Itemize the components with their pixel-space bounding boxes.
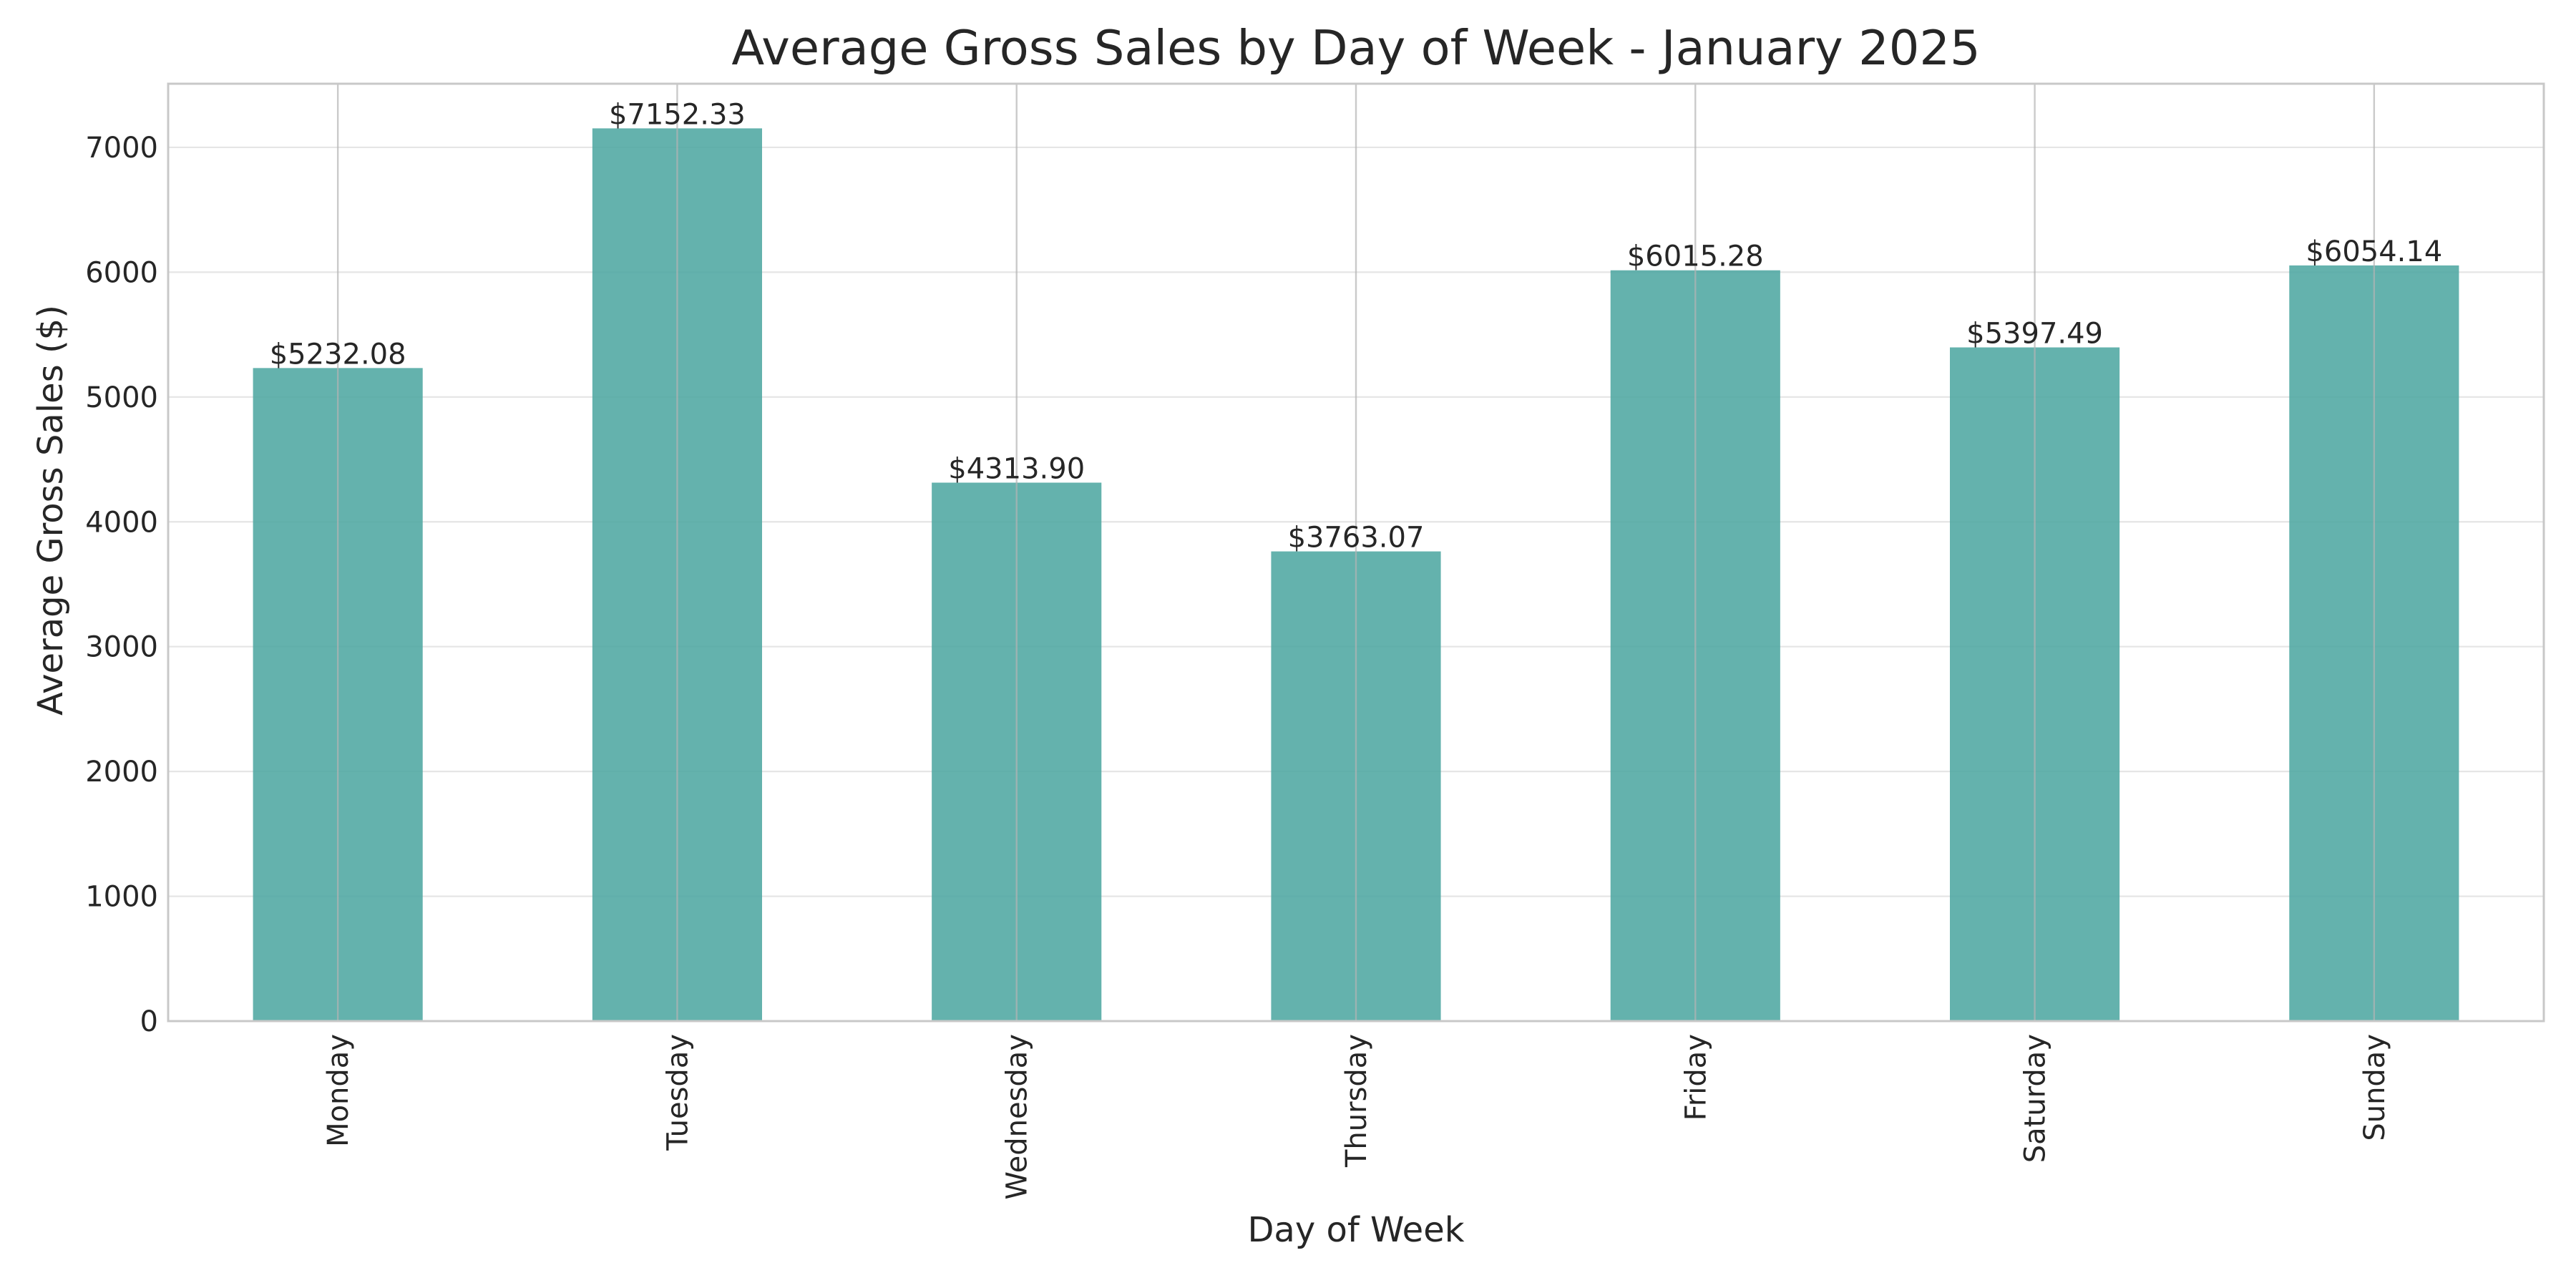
data-label-tuesday: $7152.33 — [609, 98, 746, 131]
x-axis-label: Day of Week — [1247, 1210, 1464, 1250]
y-tick-label: 5000 — [85, 381, 158, 414]
x-tick-label-monday: Monday — [322, 1034, 355, 1147]
y-tick-label: 0 — [140, 1005, 158, 1038]
x-tick-label-tuesday: Tuesday — [661, 1034, 694, 1151]
data-label-thursday: $3763.07 — [1288, 522, 1425, 555]
x-tick-label-saturday: Saturday — [2019, 1034, 2052, 1163]
x-tick-label-friday: Friday — [1679, 1034, 1712, 1121]
y-tick-label: 7000 — [85, 132, 158, 165]
data-label-monday: $5232.08 — [270, 338, 406, 371]
y-tick-label: 4000 — [85, 506, 158, 539]
data-label-wednesday: $4313.90 — [948, 453, 1085, 486]
vertical-gridlines — [336, 84, 2376, 1021]
axes-spines — [167, 82, 2545, 1023]
data-label-sunday: $6054.14 — [2306, 235, 2442, 268]
x-tick-label-sunday: Sunday — [2358, 1034, 2391, 1141]
x-tick-label-thursday: Thursday — [1340, 1034, 1373, 1168]
y-tick-label: 3000 — [85, 631, 158, 664]
data-label-friday: $6015.28 — [1627, 240, 1764, 273]
data-label-saturday: $5397.49 — [1966, 317, 2103, 350]
x-tick-labels: Monday Tuesday Wednesday Thursday Friday Satu… — [322, 1034, 2391, 1200]
y-tick-label: 2000 — [85, 756, 158, 789]
data-labels: $5232.08 $7152.33 $4313.90 $3763.07 $6015.28… — [270, 98, 2443, 554]
chart-title: Average Gross Sales by Day of Week - Jan… — [731, 20, 1980, 76]
x-tick-label-wednesday: Wednesday — [1001, 1034, 1034, 1200]
y-tick-label: 1000 — [85, 881, 158, 914]
axes-frame — [167, 82, 2545, 1023]
y-axis-label: Average Gross Sales ($) — [31, 305, 71, 716]
y-tick-labels: 0 1000 2000 3000 4000 5000 6000 7000 — [85, 132, 158, 1038]
y-tick-label: 6000 — [85, 256, 158, 289]
